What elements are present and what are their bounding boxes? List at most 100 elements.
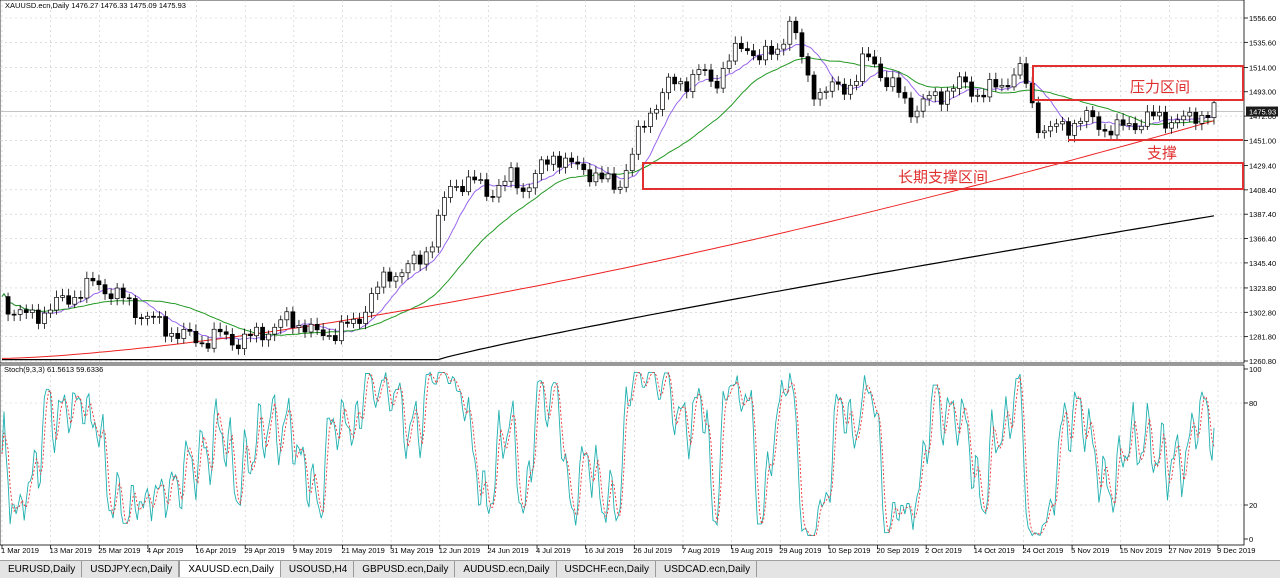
- candle-body: [157, 316, 162, 318]
- candle-body: [120, 287, 126, 299]
- tab-usdcad[interactable]: USDCAD.ecn,Daily: [656, 561, 758, 577]
- candle-body: [278, 319, 284, 328]
- candle-body: [908, 97, 914, 118]
- date-tick-label: 7 Aug 2019: [682, 546, 720, 555]
- date-tick-label: 2 Oct 2019: [925, 546, 962, 555]
- candle-body: [435, 214, 441, 248]
- date-tick-label: 5 Nov 2019: [1071, 546, 1109, 555]
- price-tick-label: 1429.40: [1249, 161, 1276, 170]
- candle-body: [490, 196, 496, 198]
- candle-body: [1005, 85, 1011, 88]
- candle-body: [132, 298, 138, 318]
- candle-body: [635, 125, 641, 155]
- long-support-zone-box: [642, 162, 1244, 190]
- candle-body: [187, 329, 193, 332]
- candle-body: [332, 335, 338, 342]
- candle-body: [90, 277, 96, 282]
- candle-body: [981, 94, 987, 98]
- candle-body: [1120, 119, 1126, 126]
- candle-body: [993, 79, 999, 88]
- candle-body: [538, 159, 544, 174]
- candle-body: [1048, 126, 1053, 132]
- tab-usousd[interactable]: USOUSD,H4: [281, 561, 355, 577]
- candle-body: [938, 91, 944, 105]
- candle-body: [139, 317, 144, 319]
- candle-body: [357, 318, 362, 324]
- candle-body: [884, 77, 890, 88]
- price-tick-label: 1556.60: [1249, 14, 1276, 23]
- price-tick-label: 1323.80: [1249, 284, 1276, 293]
- price-axis: 1556.60 1535.60 1514.00 1493.00 1472.00 1451.…: [1244, 14, 1278, 544]
- current-price-marker: [1246, 106, 1278, 117]
- candle-body: [175, 333, 181, 339]
- candle-body: [902, 92, 908, 99]
- tab-gbpusd[interactable]: GBPUSD.ecn,Daily: [354, 561, 456, 577]
- date-tick-label: 27 Nov 2019: [1168, 546, 1211, 555]
- grid: [0, 0, 1244, 545]
- candle-body: [1096, 116, 1102, 130]
- candle-body: [623, 170, 629, 188]
- candle-body: [866, 53, 871, 58]
- date-tick-label: 4 Jul 2019: [536, 546, 571, 555]
- candle-body: [963, 76, 968, 83]
- candle-body: [496, 185, 502, 198]
- candle-body: [1060, 121, 1065, 125]
- candle-body: [763, 45, 768, 61]
- stochastic-lines: [1, 371, 1215, 537]
- candles: [5, 16, 1217, 355]
- candle-body: [363, 311, 368, 324]
- candle-body: [23, 309, 29, 313]
- candle-body: [563, 157, 568, 168]
- candle-body: [345, 321, 350, 324]
- candle-body: [454, 186, 459, 188]
- candle-body: [17, 309, 23, 315]
- candle-body: [126, 297, 132, 300]
- date-tick-label: 12 Jun 2019: [439, 546, 480, 555]
- price-tick-label: 1535.60: [1249, 38, 1276, 47]
- chart-area[interactable]: 1556.60 1535.60 1514.00 1493.00 1472.00 1451.…: [0, 0, 1280, 560]
- tab-xauusd[interactable]: XAUUSD.ecn,Daily: [179, 561, 281, 577]
- candle-body: [951, 88, 956, 92]
- candle-body: [532, 173, 538, 189]
- tab-audusd[interactable]: AUDUSD.ecn,Daily: [455, 561, 557, 577]
- date-tick-label: 20 Sep 2019: [877, 546, 920, 555]
- tab-usdjpy[interactable]: USDJPY.ecn,Daily: [82, 561, 180, 577]
- annotation-resistance: 压力区间: [1130, 78, 1190, 96]
- candle-body: [642, 125, 647, 128]
- price-tick-label: 1345.40: [1249, 259, 1276, 268]
- main-panel: [0, 0, 1245, 364]
- candle-body: [648, 112, 653, 127]
- date-tick-label: 21 May 2019: [341, 546, 384, 555]
- candle-body: [102, 284, 108, 295]
- candle-body: [72, 297, 78, 305]
- date-tick-label: 15 Nov 2019: [1120, 546, 1163, 555]
- date-tick-label: 31 May 2019: [390, 546, 433, 555]
- candle-body: [199, 342, 205, 345]
- candle-body: [429, 246, 435, 253]
- tab-usdchf[interactable]: USDCHF.ecn,Daily: [557, 561, 657, 577]
- ma-red-line: [1, 120, 1215, 359]
- candle-body: [666, 76, 671, 94]
- candle-body: [1175, 119, 1180, 123]
- candle-body: [696, 69, 702, 75]
- candle-body: [351, 318, 356, 324]
- candle-body: [702, 69, 708, 71]
- annotation-long-support: 长期支撑区间: [898, 168, 988, 186]
- candle-body: [1187, 111, 1193, 117]
- candle-body: [823, 90, 829, 93]
- candle-body: [248, 333, 253, 337]
- date-tick-label: 16 Apr 2019: [196, 546, 236, 555]
- date-tick-label: 9 May 2019: [293, 546, 332, 555]
- tab-eurusd[interactable]: EURUSD,Daily: [0, 561, 83, 577]
- candle-body: [781, 43, 787, 50]
- candle-body: [151, 315, 156, 318]
- candle-body: [1181, 115, 1187, 121]
- candle-body: [732, 42, 738, 62]
- date-tick-label: 26 Jul 2019: [633, 546, 672, 555]
- candle-body: [1114, 119, 1120, 136]
- candle-body: [114, 287, 120, 299]
- price-tick-label: 1260.80: [1249, 357, 1276, 366]
- candle-body: [654, 109, 659, 114]
- date-tick-label: 13 Mar 2019: [50, 546, 92, 555]
- candle-body: [163, 316, 168, 337]
